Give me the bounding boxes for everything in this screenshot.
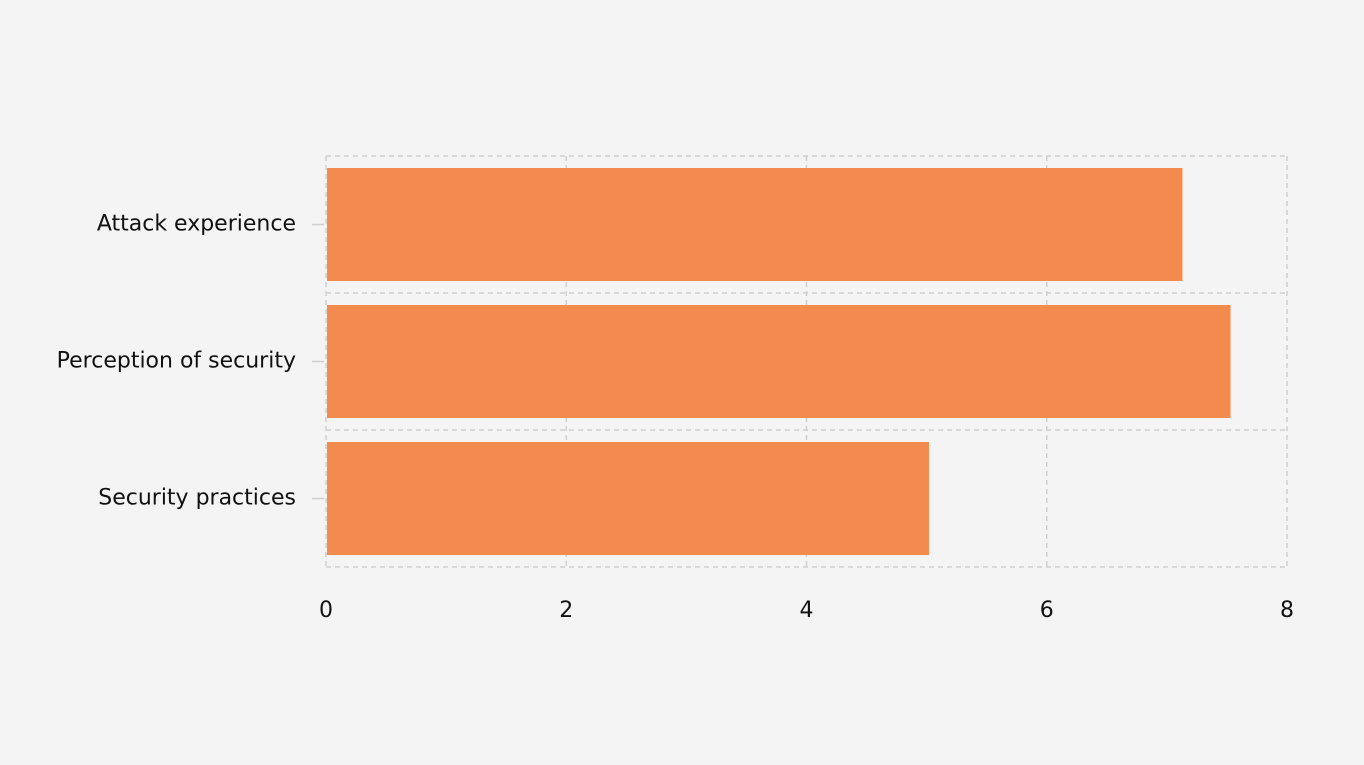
bar-3 [327, 442, 930, 555]
category-label-1: Attack experience [97, 212, 296, 237]
axis-labels: Attack experience Perception of security S… [57, 212, 1294, 624]
x-tick-label-1: 2 [559, 598, 573, 623]
bar-2 [327, 305, 1231, 418]
x-tick-label-3: 6 [1040, 598, 1054, 623]
category-label-2: Perception of security [57, 349, 296, 374]
x-tick-label-0: 0 [319, 598, 333, 623]
category-label-3: Security practices [98, 486, 296, 511]
x-tick-label-4: 8 [1280, 598, 1294, 623]
x-tick-label-2: 4 [800, 598, 814, 623]
bars [327, 168, 1231, 555]
bar-1 [327, 168, 1183, 281]
